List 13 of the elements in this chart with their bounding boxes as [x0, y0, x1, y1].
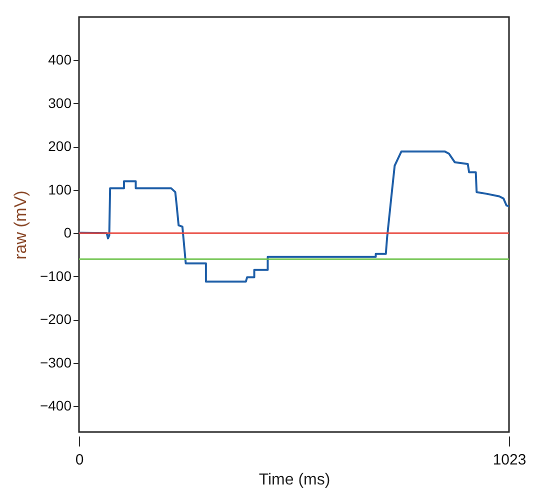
x-axis-title: Time (ms) — [258, 472, 330, 488]
y-axis-title: raw (mV) — [10, 190, 30, 260]
y-tick-label: 0 — [64, 224, 72, 241]
y-tick-label: −100 — [40, 268, 72, 284]
line-series — [79, 150, 509, 283]
y-tick-label: 200 — [48, 138, 72, 154]
y-tick-label: 100 — [48, 181, 72, 198]
y-tick-label: −400 — [40, 398, 72, 414]
x-tick-label: 1023 — [492, 452, 526, 468]
y-tick-label: −200 — [40, 311, 72, 328]
y-tick-label: 400 — [48, 52, 72, 68]
y-tick-label: 300 — [48, 94, 72, 111]
y-tick-label: −300 — [40, 354, 72, 370]
